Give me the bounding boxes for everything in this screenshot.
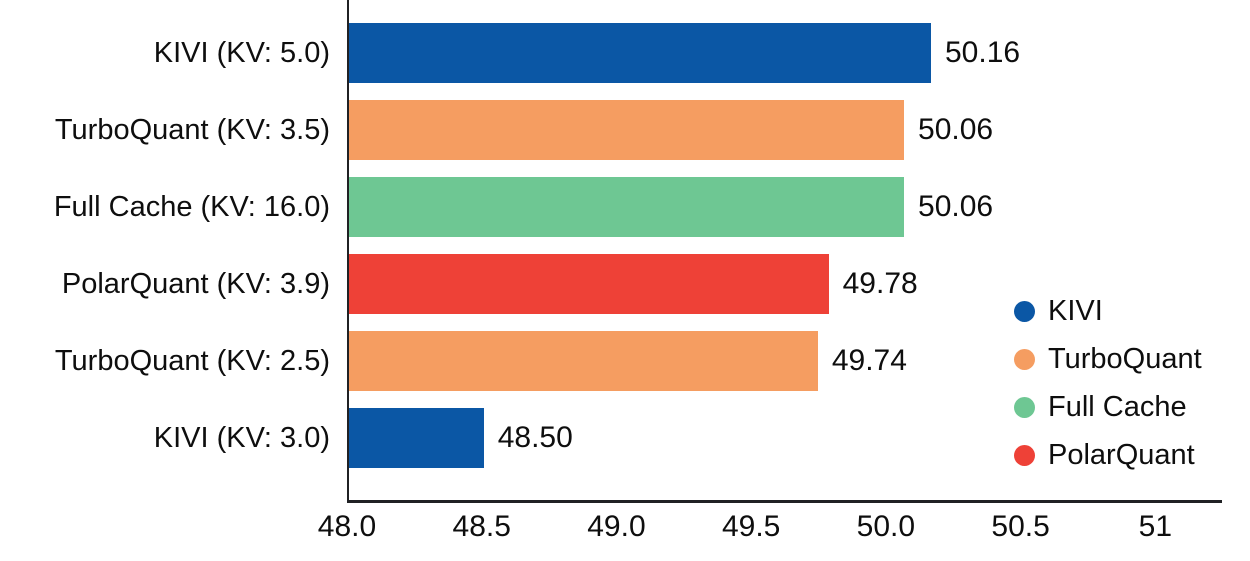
plot-area: 50.16 50.06 50.06 49.78 49.74 48.50 [347, 0, 1222, 503]
legend-label: TurboQuant [1048, 342, 1202, 375]
x-tick-label: 48.0 [317, 510, 377, 543]
bar-value-label: 50.06 [918, 190, 994, 223]
category-label: KIVI (KV: 3.0) [153, 422, 330, 454]
bar-value-label: 50.16 [945, 36, 1021, 69]
bar-full-cache [349, 177, 905, 237]
x-tick-label: 49.5 [721, 510, 781, 543]
x-tick-label: 49.0 [587, 510, 646, 543]
bar-kivi [349, 408, 484, 468]
bar-value-label: 49.78 [842, 267, 918, 300]
legend-dot-icon [1014, 300, 1035, 322]
bar-value-label: 48.50 [497, 421, 573, 454]
category-label: TurboQuant (KV: 3.5) [54, 114, 330, 146]
x-tick-label: 51 [1138, 510, 1173, 543]
legend-item-turboquant: TurboQuant [1014, 342, 1202, 376]
x-tick-label: 50.5 [991, 510, 1050, 543]
bar-kivi [349, 23, 931, 83]
legend-dot-icon [1014, 396, 1035, 418]
bar-polarquant [349, 254, 829, 314]
bar-value-label: 50.06 [918, 113, 994, 146]
legend-item-full-cache: Full Cache [1014, 390, 1202, 424]
x-tick-label: 50.0 [856, 510, 916, 543]
bar-turboquant [349, 331, 818, 391]
legend-label: Full Cache [1048, 390, 1187, 423]
legend-label: KIVI [1048, 294, 1103, 327]
legend-dot-icon [1014, 348, 1035, 370]
category-label: Full Cache (KV: 16.0) [53, 191, 330, 223]
legend-label: PolarQuant [1048, 438, 1195, 471]
x-tick-label: 48.5 [452, 510, 511, 543]
bar-value-label: 49.74 [831, 344, 907, 377]
bar-turboquant [349, 100, 905, 160]
legend-item-kivi: KIVI [1014, 294, 1202, 328]
chart-legend: KIVI TurboQuant Full Cache PolarQuant [1014, 294, 1202, 486]
category-label: KIVI (KV: 5.0) [153, 37, 330, 69]
category-label: PolarQuant (KV: 3.9) [61, 268, 330, 300]
legend-item-polarquant: PolarQuant [1014, 438, 1202, 472]
legend-dot-icon [1014, 444, 1035, 466]
category-label: TurboQuant (KV: 2.5) [54, 345, 330, 377]
